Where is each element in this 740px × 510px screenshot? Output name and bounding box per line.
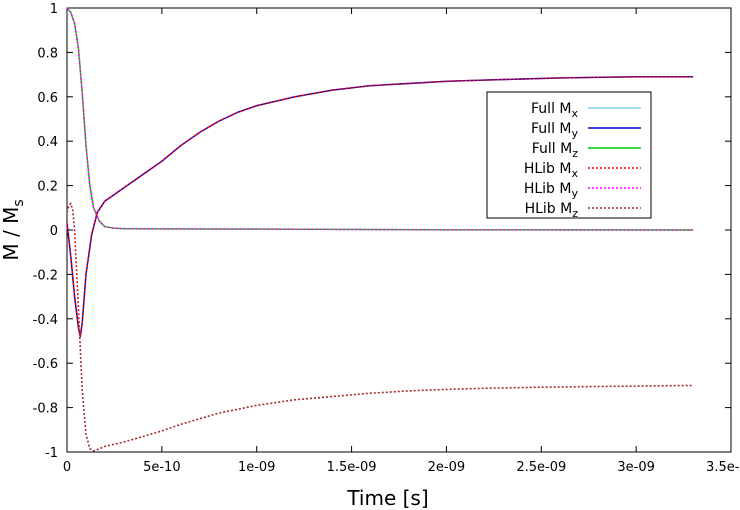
y-axis-ticks: 1 0.8 0.6 0.4 0.2 0 -0.2 -0.4 -0.6 -0.8 -1 bbox=[33, 2, 731, 461]
legend-label: Full My bbox=[531, 121, 578, 140]
legend-label-base: HLib M bbox=[524, 161, 572, 177]
legend-label-base: Full M bbox=[531, 101, 571, 117]
x-axis-title: Time [s] bbox=[346, 486, 428, 510]
y-tick-label: 0 bbox=[50, 224, 58, 239]
y-tick-label: -0.4 bbox=[33, 313, 58, 328]
series-line-4 bbox=[66, 76, 694, 338]
series-line-6 bbox=[66, 202, 694, 452]
x-tick-label: 2.5e-09 bbox=[516, 460, 566, 475]
y-tick-label: -0.8 bbox=[33, 402, 58, 417]
x-tick-label: 1.5e-09 bbox=[327, 460, 377, 475]
x-tick-label: 5e-10 bbox=[143, 460, 181, 475]
y-axis-title: M / Ms bbox=[0, 199, 27, 260]
y-tick-label: -1 bbox=[45, 446, 58, 461]
y-tick-label: -0.6 bbox=[33, 357, 58, 372]
y-tick-label: 0.8 bbox=[37, 46, 58, 61]
legend-label-sub: z bbox=[572, 207, 578, 220]
legend-label: HLib My bbox=[524, 181, 579, 200]
x-tick-label: 1e-09 bbox=[238, 460, 276, 475]
y-tick-label: 1 bbox=[50, 2, 58, 17]
legend-label-base: HLib M bbox=[524, 181, 572, 197]
legend-label-base: Full M bbox=[532, 141, 572, 157]
x-axis-ticks: 0 5e-10 1e-09 1.5e-09 2e-09 2.5e-09 3e-09 3.5e-… bbox=[63, 8, 740, 475]
series-layer bbox=[66, 7, 694, 452]
legend-label: HLib Mx bbox=[524, 161, 579, 180]
legend-label-sub: x bbox=[571, 167, 578, 180]
legend-label: Full Mz bbox=[532, 141, 578, 160]
y-tick-label: 0.4 bbox=[37, 135, 58, 150]
legend-label-base: Full M bbox=[531, 121, 571, 137]
x-tick-label: 2e-09 bbox=[428, 460, 466, 475]
legend-label-sub: y bbox=[571, 187, 578, 200]
y-tick-label: 0.2 bbox=[37, 180, 58, 195]
x-tick-label: 3.5e-09 bbox=[706, 460, 740, 475]
y-axis-title-sub: s bbox=[11, 199, 27, 206]
legend-label-sub: x bbox=[571, 107, 578, 120]
y-tick-label: 0.6 bbox=[37, 91, 58, 106]
y-tick-label: -0.2 bbox=[33, 268, 58, 283]
legend-label: HLib Mz bbox=[525, 201, 579, 220]
y-axis-title-base: M / M bbox=[0, 207, 23, 261]
legend-box bbox=[486, 91, 652, 219]
legend-label-sub: z bbox=[572, 147, 578, 160]
series-line-5 bbox=[66, 7, 694, 231]
legend-label-sub: y bbox=[571, 127, 578, 140]
x-tick-label: 3e-09 bbox=[617, 460, 655, 475]
legend-label: Full Mx bbox=[531, 101, 578, 120]
legend-label-base: HLib M bbox=[525, 201, 573, 217]
x-tick-label: 0 bbox=[63, 460, 71, 475]
